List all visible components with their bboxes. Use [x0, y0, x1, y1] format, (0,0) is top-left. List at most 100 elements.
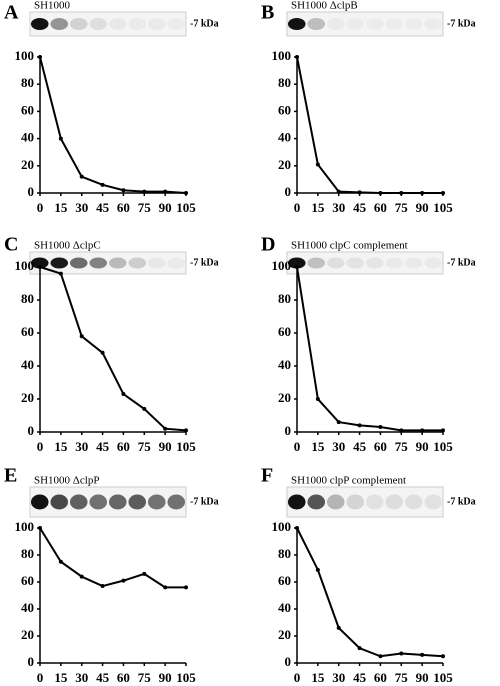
- data-point: [295, 526, 299, 530]
- y-tick-label: 80: [278, 546, 291, 561]
- blot-band: [30, 18, 49, 30]
- panel-letter: F: [261, 465, 273, 487]
- y-tick-label: 80: [21, 75, 34, 90]
- y-tick-label: 0: [285, 654, 292, 669]
- x-tick-label: 30: [332, 439, 345, 454]
- blot-band: [167, 258, 185, 269]
- blot-label: -7 kDa: [447, 257, 476, 268]
- data-point: [79, 174, 84, 179]
- y-tick-label: 0: [28, 654, 35, 669]
- data-line: [39, 56, 187, 194]
- y-tick-label: 100: [272, 48, 292, 63]
- data-point: [163, 426, 168, 431]
- blot-band: [424, 18, 442, 30]
- y-tick-label: 40: [278, 357, 291, 372]
- x-tick-label: 30: [75, 200, 88, 215]
- data-point: [420, 191, 425, 195]
- blot-band: [30, 494, 49, 510]
- data-point: [441, 654, 445, 659]
- panel-letter: D: [261, 234, 275, 256]
- blot-band: [50, 18, 69, 30]
- y-tick-label: 100: [15, 519, 35, 534]
- panel-letter: A: [4, 2, 19, 24]
- x-tick-label: 15: [54, 200, 68, 215]
- blot-band: [405, 18, 423, 30]
- panel-letter: B: [261, 2, 274, 24]
- data-point: [399, 651, 404, 656]
- data-point: [357, 423, 362, 428]
- x-tick-label: 0: [294, 439, 301, 454]
- y-tick-label: 20: [278, 390, 291, 405]
- y-tick-label: 60: [278, 102, 291, 117]
- data-point: [121, 188, 126, 193]
- y-tick-label: 20: [21, 627, 34, 642]
- blot-band: [69, 257, 88, 269]
- blot-band: [89, 257, 108, 269]
- y-tick-label: 40: [21, 357, 34, 372]
- blot-band: [50, 257, 69, 269]
- x-tick-label: 105: [433, 439, 453, 454]
- blot-band: [385, 494, 404, 510]
- x-tick-label: 0: [294, 670, 301, 685]
- blot-label: -7 kDa: [447, 18, 476, 29]
- x-tick-label: 15: [54, 670, 68, 685]
- x-tick-label: 90: [416, 200, 429, 215]
- blot: [286, 11, 444, 37]
- blot-band: [69, 18, 88, 30]
- data-point: [420, 652, 425, 657]
- data-point: [184, 585, 188, 590]
- data-point: [399, 428, 404, 433]
- data-point: [378, 654, 383, 659]
- x-tick-label: 90: [416, 439, 429, 454]
- x-tick-label: 15: [311, 439, 325, 454]
- x-tick-label: 45: [96, 200, 110, 215]
- data-point: [58, 271, 63, 276]
- blot-band: [307, 257, 326, 269]
- y-tick-label: 20: [278, 627, 291, 642]
- x-tick-label: 105: [176, 670, 196, 685]
- blot-band: [167, 18, 185, 30]
- panel-title: SH1000 ΔclpC: [34, 240, 101, 252]
- y-tick-label: 40: [21, 130, 34, 145]
- blot-band: [307, 494, 326, 510]
- blot-band: [50, 494, 69, 510]
- data-point: [336, 420, 341, 425]
- blot-band: [385, 258, 403, 269]
- data-point: [378, 191, 383, 195]
- x-tick-label: 60: [374, 439, 387, 454]
- blot-band: [148, 18, 166, 30]
- x-tick-label: 30: [75, 439, 88, 454]
- x-tick-label: 45: [353, 670, 367, 685]
- panel-title: SH1000 ΔclpP: [34, 475, 99, 487]
- x-tick-label: 0: [37, 200, 44, 215]
- data-point: [163, 189, 168, 194]
- blot-band: [326, 494, 345, 510]
- blot-band: [147, 257, 166, 269]
- data-line: [296, 527, 444, 658]
- y-tick-label: 20: [21, 390, 34, 405]
- data-point: [100, 584, 105, 589]
- x-tick-label: 15: [54, 439, 68, 454]
- y-tick-label: 100: [15, 258, 35, 273]
- y-tick-label: 80: [21, 546, 34, 561]
- x-tick-label: 60: [117, 200, 130, 215]
- y-tick-label: 60: [21, 324, 34, 339]
- y-tick-label: 100: [272, 258, 292, 273]
- data-point: [441, 191, 445, 195]
- y-tick-label: 60: [278, 573, 291, 588]
- y-tick-label: 100: [272, 519, 292, 534]
- y-tick-label: 60: [21, 102, 34, 117]
- y-tick-label: 100: [15, 48, 35, 63]
- y-tick-label: 60: [278, 324, 291, 339]
- data-point: [420, 428, 425, 433]
- blot-label: -7 kDa: [190, 257, 219, 268]
- blot-band: [346, 494, 365, 510]
- x-tick-label: 60: [374, 200, 387, 215]
- blot-band: [108, 257, 127, 269]
- blot-band: [307, 18, 326, 30]
- blot-band: [404, 494, 423, 510]
- blot-band: [108, 18, 127, 30]
- x-tick-label: 75: [138, 670, 152, 685]
- data-point: [357, 190, 362, 195]
- blot-band: [89, 494, 108, 510]
